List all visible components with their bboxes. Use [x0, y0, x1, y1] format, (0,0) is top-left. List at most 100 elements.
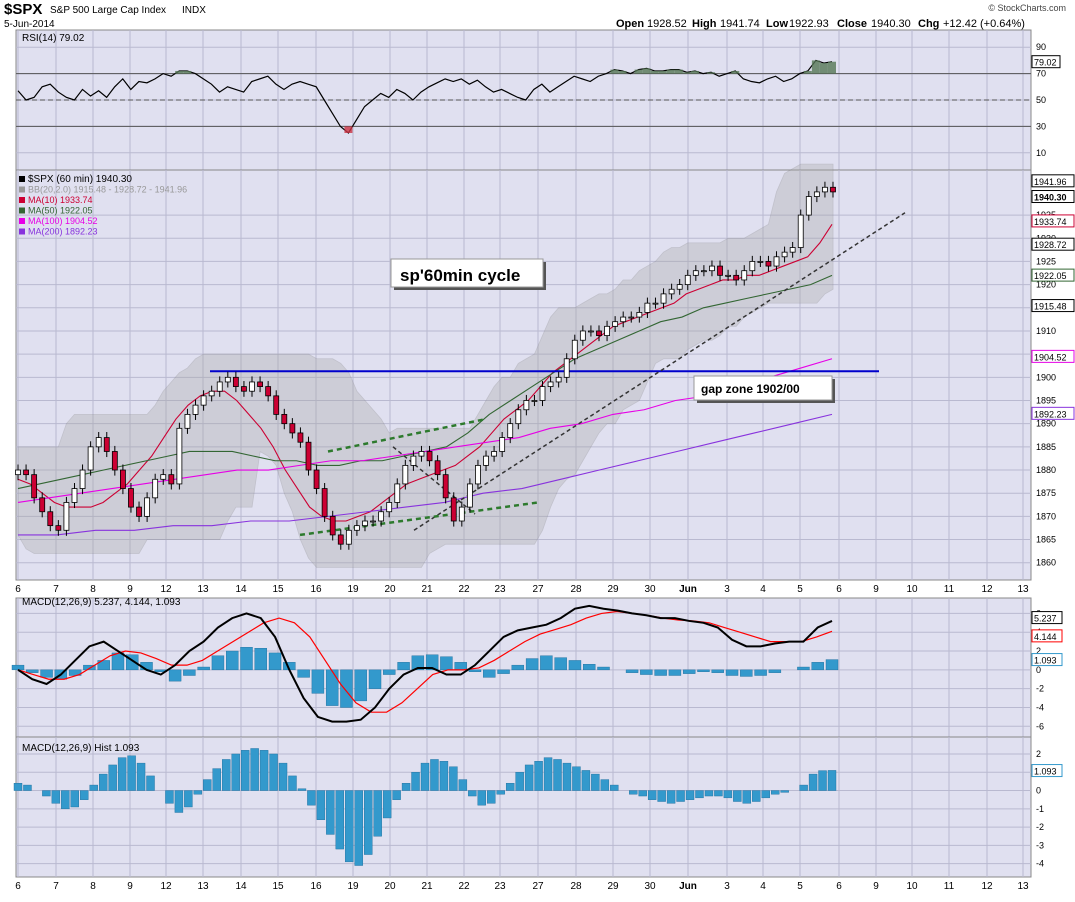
ticker-symbol: $SPX — [4, 1, 42, 18]
hist-bar — [108, 764, 117, 791]
hist-tick-label: 0 — [1036, 786, 1041, 796]
macd-hist-bar — [397, 662, 410, 671]
candle-body — [362, 520, 368, 527]
x-tick-label: 20 — [384, 584, 396, 595]
candle-body — [208, 390, 215, 397]
hist-bar — [591, 773, 600, 791]
x-tick-label: Jun — [679, 584, 697, 595]
macd-hist-bar — [497, 669, 510, 674]
low-label: Low — [766, 18, 788, 30]
hist-bar — [572, 766, 581, 791]
candle-body — [757, 261, 764, 263]
macd-hist-bar — [226, 650, 239, 671]
candle-body — [386, 502, 393, 513]
candle-body — [370, 520, 376, 523]
price-panel: 1935193019251920191519101905190018951890… — [15, 163, 1075, 568]
price-right-box — [1031, 406, 1075, 420]
hist-bar — [647, 790, 657, 800]
candle-body — [152, 478, 159, 499]
macd-hist-bar — [797, 666, 810, 671]
macd-hist-bar — [40, 669, 53, 678]
hist-bar — [269, 753, 278, 791]
macd-hist-bar — [468, 669, 482, 672]
legend-label: BB(20,2.0) 1915.48 - 1928.72 - 1941.96 — [28, 185, 187, 195]
candle-body — [128, 488, 134, 508]
x-tick-label: 4 — [760, 584, 766, 595]
price-right-box — [1031, 268, 1075, 282]
rsi-overbought-fill — [666, 69, 675, 74]
rsi-overbought-fill — [650, 70, 659, 74]
legend-label: MA(100) 1904.52 — [28, 216, 98, 226]
price-right-box — [1031, 349, 1075, 363]
x-tick-label: 11 — [944, 584, 955, 595]
rsi-title: RSI(14) 79.02 — [22, 33, 85, 44]
hist-bar — [392, 790, 401, 800]
hist-bar — [326, 790, 335, 835]
hist-bar — [827, 770, 837, 791]
hist-bar — [420, 762, 430, 791]
candle-body — [418, 451, 425, 457]
candle-body — [789, 247, 796, 253]
price-tick-label: 1910 — [1036, 326, 1056, 336]
hist-bar — [354, 790, 363, 866]
candle-body — [281, 413, 288, 425]
candle-body — [79, 469, 86, 489]
hist-bar — [600, 779, 610, 791]
x-tick-label: 11 — [944, 881, 955, 892]
x-tick-label: 22 — [458, 881, 470, 892]
x-tick-label: 6 — [836, 881, 842, 892]
candle-body — [176, 427, 183, 485]
hist-bar — [382, 790, 392, 819]
macd-right-box — [1031, 611, 1063, 625]
x-tick-label: 6 — [15, 881, 21, 892]
candle-body — [103, 437, 110, 452]
rsi-overbought-fill — [674, 69, 683, 74]
candle-body — [596, 330, 602, 336]
candle-body — [297, 432, 304, 443]
cycle-annotation: sp'60min cycle — [390, 258, 546, 290]
candle-body — [571, 339, 578, 360]
rsi-oversold-fill — [344, 126, 353, 133]
macd-hist-bar — [297, 669, 310, 678]
candle-body — [232, 376, 239, 387]
hist-bar — [553, 759, 562, 791]
candle-body — [313, 469, 320, 489]
candle-body — [620, 316, 627, 323]
rsi-overbought-fill — [690, 70, 699, 74]
macd-right-box — [1031, 653, 1063, 667]
candle-body — [15, 469, 21, 476]
legend-swatch — [19, 176, 25, 182]
x-tick-label: 8 — [90, 881, 96, 892]
macd-hist-bar — [211, 655, 225, 671]
candle-body — [144, 497, 151, 517]
price-tick-label: 1870 — [1036, 511, 1056, 521]
macd-title: MACD(12,26,9) 5.237, 4.144, 1.093 — [22, 597, 181, 608]
price-right-label: 1892.23 — [1034, 409, 1067, 419]
x-tick-label: 5 — [797, 881, 803, 892]
candle-body — [709, 265, 715, 272]
candle-body — [55, 525, 62, 531]
macd-hist-bar — [597, 666, 610, 671]
candle-body — [717, 265, 723, 276]
candle-body — [192, 404, 199, 415]
candle-body — [668, 288, 675, 295]
x-tick-label: 14 — [235, 584, 247, 595]
x-tick-label: 9 — [127, 881, 133, 892]
candle-body — [555, 376, 562, 383]
macd-tick-label: 2 — [1036, 646, 1041, 656]
rsi-overbought-fill — [610, 69, 619, 74]
macd-hist-bar — [525, 658, 539, 671]
x-tick-label: 3 — [724, 881, 730, 892]
x-tick-label: 13 — [1017, 584, 1029, 595]
x-tick-label: 9 — [127, 584, 133, 595]
macd-line — [17, 604, 833, 723]
hist-bar — [89, 784, 98, 791]
macd-tick-label: -6 — [1036, 721, 1044, 731]
candle-body — [216, 381, 223, 392]
macd-hist-bar — [325, 669, 339, 706]
hist-bar — [496, 790, 505, 795]
price-tick-label: 1920 — [1036, 280, 1056, 290]
hist-bar — [430, 759, 439, 791]
